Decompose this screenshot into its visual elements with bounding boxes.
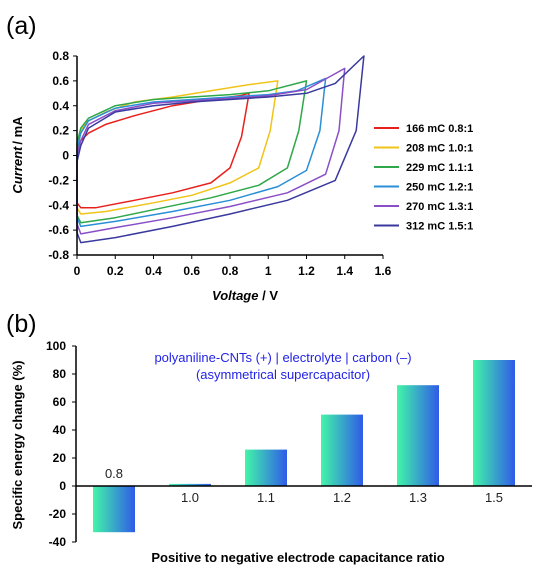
legend-label: 312 mC 1.5:1 — [406, 221, 473, 233]
bar-1.0 — [169, 483, 211, 486]
b-y-tick-label: 0 — [59, 479, 66, 493]
b-y-tick-label: 40 — [53, 423, 67, 437]
legend: 166 mC 0.8:1 208 mC 1.0:1 229 mC 1.1:1 250 … — [374, 123, 473, 233]
b-y-tick-label: 20 — [53, 451, 67, 465]
legend-label: 166 mC 0.8:1 — [406, 123, 473, 135]
cv-curves — [76, 55, 365, 244]
panel-b: (b) 0.8 1.0 1.1 1.2 1.3 1.5 100 80 60 40 20 0 -20 -4… — [6, 310, 532, 565]
b-y-tick-label: 100 — [46, 339, 66, 353]
a-y-tick-label: -0.8 — [48, 248, 69, 262]
bar-1.5 — [473, 360, 515, 486]
a-y-tick-label: 0.8 — [52, 49, 69, 63]
bar-category-label: 1.1 — [257, 490, 275, 505]
a-y-tick-label: -0.4 — [48, 198, 69, 212]
a-x-tick-label: 0.4 — [145, 264, 162, 278]
a-x-tick-label: 0.6 — [183, 264, 200, 278]
panel-a: (a) 0 0.2 0.4 0.6 0.8 1 1.2 1.4 1.6 0.8 0.6 0.4 0.2 0… — [6, 12, 473, 303]
bar-1.3 — [397, 385, 439, 486]
a-y-tick-label: 0.6 — [52, 74, 69, 88]
a-x-tick-label: 1.4 — [336, 264, 353, 278]
panel-a-label: (a) — [6, 12, 37, 40]
a-y-tick-label: 0.2 — [52, 124, 69, 138]
cv-curve-0 — [76, 92, 250, 209]
bars: 0.8 1.0 1.1 1.2 1.3 1.5 — [93, 360, 515, 533]
cv-curve-4 — [76, 67, 346, 235]
bar-category-label: 1.5 — [485, 490, 503, 505]
panel-b-label: (b) — [6, 310, 37, 338]
a-x-axis-title: Voltage / V — [212, 288, 278, 303]
b-y-tick-label: -20 — [49, 507, 67, 521]
cv-curve-2 — [76, 80, 308, 224]
legend-label: 208 mC 1.0:1 — [406, 143, 473, 155]
a-y-tick-label: -0.6 — [48, 223, 69, 237]
a-x-tick-label: 1 — [265, 264, 272, 278]
a-x-tick-label: 1.6 — [375, 264, 392, 278]
cv-curve-5 — [76, 55, 365, 244]
a-x-tick-label: 0.2 — [107, 264, 124, 278]
bar-category-label: 0.8 — [105, 466, 123, 481]
bar-category-label: 1.2 — [333, 490, 351, 505]
a-y-axis-title: Current/ mA — [10, 116, 25, 194]
a-y-tick-label: 0 — [62, 149, 69, 163]
a-x-tick-label: 0 — [74, 264, 81, 278]
bar-1.2 — [321, 414, 363, 486]
b-y-tick-label: 60 — [53, 395, 67, 409]
annotation-line-1: polyaniline-CNTs (+) | electrolyte | car… — [154, 350, 411, 365]
b-y-tick-label: -40 — [49, 535, 67, 549]
legend-label: 270 mC 1.3:1 — [406, 201, 473, 213]
bar-category-label: 1.0 — [181, 490, 199, 505]
annotation-line-2: (asymmetrical supercapacitor) — [196, 367, 370, 382]
a-y-tick-label: -0.2 — [48, 173, 69, 187]
b-y-axis-title: Specific energy change (%) — [10, 360, 25, 529]
bar-category-label: 1.3 — [409, 490, 427, 505]
a-x-tick-label: 0.8 — [222, 264, 239, 278]
bar-1.1 — [245, 449, 287, 486]
a-x-tick-label: 1.2 — [298, 264, 315, 278]
legend-label: 229 mC 1.1:1 — [406, 162, 473, 174]
a-y-tick-label: 0.4 — [52, 99, 69, 113]
legend-label: 250 mC 1.2:1 — [406, 182, 473, 194]
b-y-tick-label: 80 — [53, 367, 67, 381]
b-x-axis-title: Positive to negative electrode capacitan… — [151, 550, 444, 565]
bar-0.8 — [93, 486, 135, 533]
